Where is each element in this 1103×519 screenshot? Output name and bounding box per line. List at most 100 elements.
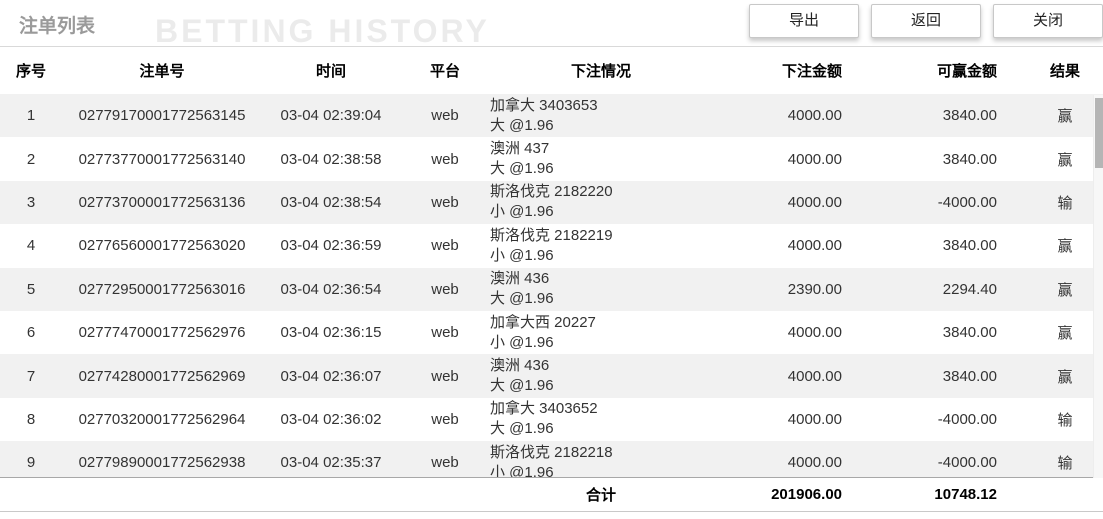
cell-bet-amount: 4000.00 bbox=[787, 150, 842, 168]
cell-time: 03-04 02:36:54 bbox=[280, 280, 382, 298]
cell-bet-id: 02779890001772562938 bbox=[78, 454, 246, 472]
cell-row-number: 3 bbox=[26, 193, 36, 211]
vertical-scrollbar[interactable] bbox=[1093, 95, 1103, 478]
cell-result: 输 bbox=[1057, 411, 1073, 429]
cell-bet-amount: 2390.00 bbox=[787, 280, 842, 298]
cell-bet-id: 02773700001772563136 bbox=[78, 193, 246, 211]
cell-bet-detail: 澳洲 437 大 @1.96 bbox=[490, 139, 712, 179]
cell-win-amount: 3840.00 bbox=[942, 324, 997, 342]
cell-bet-detail: 澳洲 436 大 @1.96 bbox=[490, 356, 712, 396]
header-cell-no: 序号 bbox=[15, 63, 46, 80]
table-row: 1 02779170001772563145 03-04 02:39:04 we… bbox=[0, 94, 1103, 138]
cell-time: 03-04 02:38:54 bbox=[280, 193, 382, 211]
cell-row-number: 2 bbox=[26, 150, 36, 168]
header-cell-time: 时间 bbox=[315, 63, 346, 80]
header-cell-platform: 平台 bbox=[429, 63, 460, 80]
bet-detail-match: 澳洲 436 bbox=[490, 357, 550, 375]
cell-time: 03-04 02:36:07 bbox=[280, 367, 382, 385]
bet-detail-match: 加拿大 3403652 bbox=[490, 400, 598, 418]
cell-bet-id: 02774280001772562969 bbox=[78, 367, 246, 385]
cell-bet-id: 02776560001772563020 bbox=[78, 237, 246, 255]
top-bar: 注单列表 BETTING HISTORY 导出 返回 关闭 bbox=[0, 0, 1103, 49]
cell-bet-id: 02770320001772562964 bbox=[78, 410, 246, 428]
cell-platform: web bbox=[431, 237, 459, 255]
table-footer: 合计 201906.00 10748.12 bbox=[0, 477, 1103, 512]
bet-detail-match: 澳洲 436 bbox=[490, 270, 550, 288]
bet-detail-odds: 小 @1.96 bbox=[490, 463, 554, 477]
bet-detail-odds: 大 @1.96 bbox=[490, 420, 554, 438]
cell-result: 赢 bbox=[1057, 151, 1073, 169]
table-row: 9 02779890001772562938 03-04 02:35:37 we… bbox=[0, 441, 1103, 477]
cell-time: 03-04 02:39:04 bbox=[280, 107, 382, 125]
header-cell-bet-id: 注单号 bbox=[139, 63, 185, 80]
cell-result: 赢 bbox=[1057, 325, 1073, 343]
bet-detail-match: 斯洛伐克 2182218 bbox=[490, 443, 613, 461]
cell-win-amount: 3840.00 bbox=[942, 367, 997, 385]
cell-platform: web bbox=[431, 107, 459, 125]
cell-result: 输 bbox=[1057, 194, 1073, 212]
bet-detail-odds: 小 @1.96 bbox=[490, 203, 554, 221]
export-button[interactable]: 导出 bbox=[749, 4, 859, 38]
cell-bet-amount: 4000.00 bbox=[787, 367, 842, 385]
bet-detail-odds: 小 @1.96 bbox=[490, 246, 554, 264]
cell-bet-id: 02779170001772563145 bbox=[78, 107, 246, 125]
cell-bet-detail: 加拿大西 20227 小 @1.96 bbox=[490, 313, 712, 353]
cell-result: 赢 bbox=[1057, 368, 1073, 386]
cell-bet-detail: 加拿大 3403653 大 @1.96 bbox=[490, 96, 712, 136]
table-row: 5 02772950001772563016 03-04 02:36:54 we… bbox=[0, 267, 1103, 311]
close-button[interactable]: 关闭 bbox=[993, 4, 1103, 38]
cell-time: 03-04 02:38:58 bbox=[280, 150, 382, 168]
header-cell-detail: 下注情况 bbox=[570, 63, 631, 80]
bet-detail-odds: 大 @1.96 bbox=[490, 116, 554, 134]
table-body: 1 02779170001772563145 03-04 02:39:04 we… bbox=[0, 94, 1103, 477]
cell-win-amount: 3840.00 bbox=[942, 150, 997, 168]
cell-platform: web bbox=[431, 150, 459, 168]
cell-bet-id: 02773770001772563140 bbox=[78, 150, 246, 168]
cell-bet-detail: 加拿大 3403652 大 @1.96 bbox=[490, 399, 712, 439]
cell-time: 03-04 02:36:02 bbox=[280, 410, 382, 428]
page-title: 注单列表 bbox=[19, 16, 96, 37]
cell-result: 赢 bbox=[1057, 108, 1073, 126]
bet-detail-odds: 大 @1.96 bbox=[490, 290, 554, 308]
cell-bet-amount: 4000.00 bbox=[787, 193, 842, 211]
table-row: 6 02777470001772562976 03-04 02:36:15 we… bbox=[0, 310, 1103, 355]
back-button[interactable]: 返回 bbox=[871, 4, 981, 38]
cell-bet-amount: 4000.00 bbox=[787, 410, 842, 428]
cell-platform: web bbox=[431, 324, 459, 342]
cell-win-amount: -4000.00 bbox=[937, 410, 997, 428]
cell-bet-amount: 4000.00 bbox=[787, 454, 842, 472]
table-row: 8 02770320001772562964 03-04 02:36:02 we… bbox=[0, 397, 1103, 442]
cell-bet-detail: 斯洛伐克 2182219 小 @1.96 bbox=[490, 226, 712, 266]
footer-total-label: 合计 bbox=[585, 487, 616, 504]
bet-detail-odds: 小 @1.96 bbox=[490, 333, 554, 351]
cell-bet-amount: 4000.00 bbox=[787, 237, 842, 255]
cell-row-number: 1 bbox=[26, 107, 36, 125]
cell-bet-id: 02777470001772562976 bbox=[78, 324, 246, 342]
cell-platform: web bbox=[431, 454, 459, 472]
cell-platform: web bbox=[431, 367, 459, 385]
header-cell-result: 结果 bbox=[1049, 63, 1080, 80]
cell-row-number: 4 bbox=[26, 237, 36, 255]
table-row: 2 02773770001772563140 03-04 02:38:58 we… bbox=[0, 137, 1103, 181]
cell-result: 赢 bbox=[1057, 281, 1073, 299]
bet-detail-odds: 大 @1.96 bbox=[490, 160, 554, 178]
toolbar: 导出 返回 关闭 bbox=[737, 4, 1103, 38]
cell-row-number: 6 bbox=[26, 324, 36, 342]
scrollbar-thumb[interactable] bbox=[1095, 98, 1103, 168]
table-row: 7 02774280001772562969 03-04 02:36:07 we… bbox=[0, 354, 1103, 398]
watermark-text: BETTING HISTORY bbox=[155, 13, 490, 49]
cell-win-amount: -4000.00 bbox=[937, 454, 997, 472]
bet-detail-match: 加拿大西 20227 bbox=[490, 313, 596, 331]
cell-platform: web bbox=[431, 193, 459, 211]
cell-result: 输 bbox=[1057, 455, 1073, 473]
table-row: 4 02776560001772563020 03-04 02:36:59 we… bbox=[0, 224, 1103, 268]
cell-platform: web bbox=[431, 280, 459, 298]
footer-total-win-amount: 10748.12 bbox=[934, 486, 997, 503]
cell-row-number: 7 bbox=[26, 367, 36, 385]
bet-detail-match: 澳洲 437 bbox=[490, 140, 550, 158]
cell-win-amount: 2294.40 bbox=[942, 280, 997, 298]
cell-row-number: 9 bbox=[26, 454, 36, 472]
cell-bet-detail: 澳洲 436 大 @1.96 bbox=[490, 269, 712, 309]
bet-detail-match: 斯洛伐克 2182219 bbox=[490, 226, 613, 244]
